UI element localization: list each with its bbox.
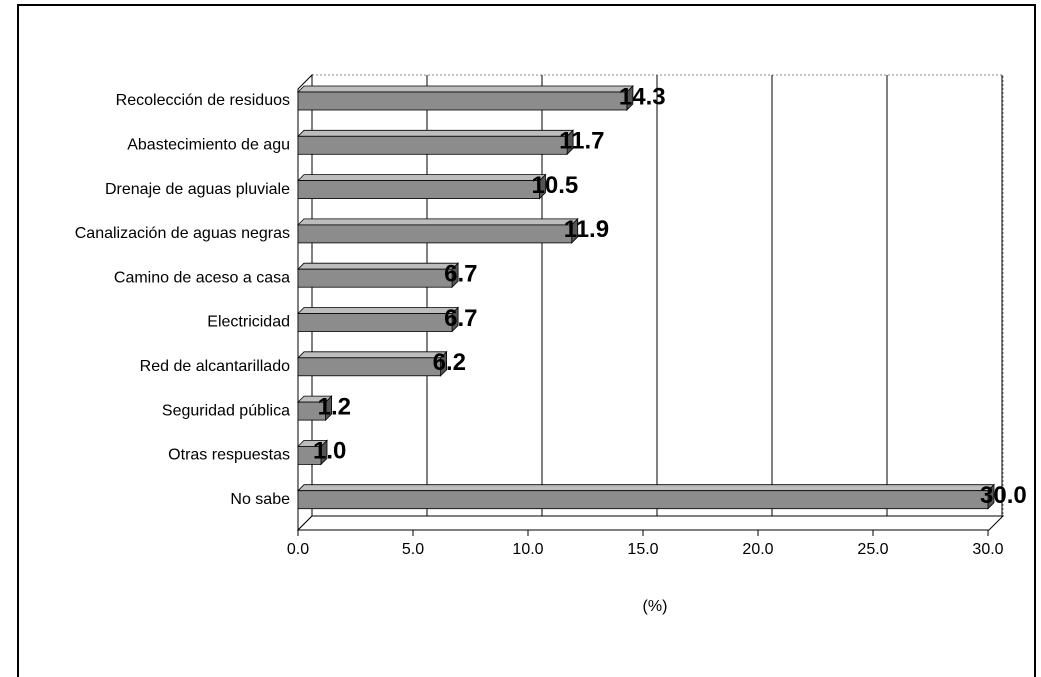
y-tick-label: Electricidad: [207, 314, 290, 331]
y-tick-label: Otras respuestas: [168, 447, 290, 464]
bar: [297, 224, 573, 244]
bar: [297, 268, 453, 288]
x-tick-label: 20.0: [742, 541, 773, 558]
y-tick-label: Abastecimiento de agu: [127, 137, 290, 154]
bar-top: [297, 218, 579, 226]
value-label: 11.9: [564, 216, 609, 243]
value-label: 6.2: [433, 349, 466, 376]
bar-top: [297, 262, 460, 270]
bar: [297, 135, 568, 155]
bar-top: [297, 174, 547, 182]
value-label: 14.3: [619, 83, 666, 110]
bar: [297, 490, 989, 510]
y-tick-label: Camino de aceso a casa: [114, 269, 290, 286]
bar-top: [297, 307, 460, 314]
bar: [297, 180, 540, 200]
y-tick-label: Red de alcantarillado: [140, 358, 290, 375]
x-axis-title: (%): [643, 598, 668, 615]
value-label: 6.7: [444, 305, 477, 332]
bar: [297, 91, 628, 111]
bar-top: [297, 351, 448, 359]
bar: [297, 357, 442, 377]
value-label: 1.0: [313, 438, 346, 465]
x-tick-label: 30.0: [972, 541, 1003, 558]
x-tick-label: 10.0: [512, 541, 543, 558]
y-tick-label: Drenaje de aguas pluviale: [105, 181, 290, 198]
bar-top: [297, 85, 634, 93]
bar-top: [297, 129, 575, 137]
floor: [296, 515, 1005, 531]
bar-top: [297, 484, 995, 492]
y-tick-label: Seguridad pública: [162, 402, 290, 419]
bar: [297, 445, 322, 465]
value-label: 11.7: [559, 128, 604, 155]
value-label: 30.0: [980, 482, 1027, 509]
x-tick-label: 15.0: [627, 541, 658, 558]
y-tick-label: Canalización de aguas negras: [75, 225, 290, 242]
bar: [297, 313, 453, 332]
x-tick-label: 5.0: [402, 541, 424, 558]
value-label: 10.5: [532, 172, 579, 199]
bar: [297, 401, 327, 421]
y-tick-label: Recolección de residuos: [116, 92, 290, 109]
x-tick-label: 0.0: [287, 541, 309, 558]
frame: [17, 4, 1036, 677]
value-label: 6.7: [444, 261, 477, 288]
value-label: 1.2: [318, 393, 351, 420]
x-tick-label: 25.0: [857, 541, 888, 558]
y-tick-label: No sabe: [230, 491, 290, 508]
